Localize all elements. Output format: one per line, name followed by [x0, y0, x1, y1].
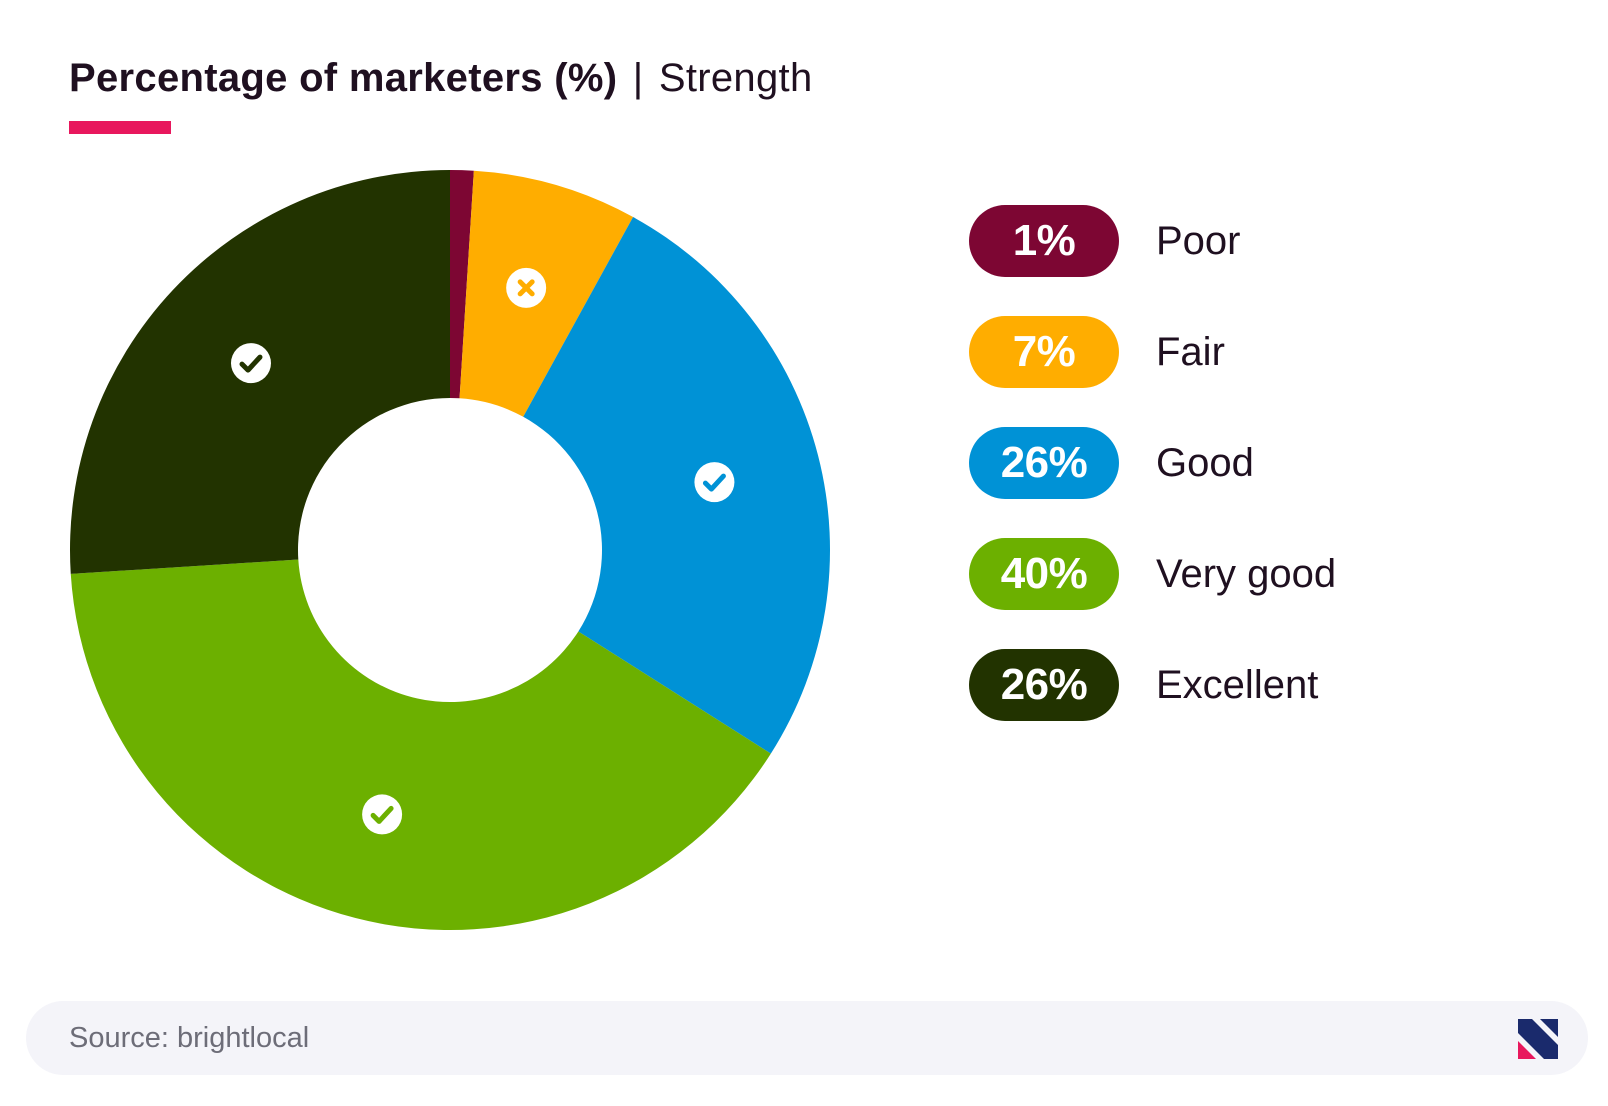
cross-icon — [506, 267, 547, 308]
legend-value-pill: 26% — [969, 427, 1119, 499]
chart-title-main: Percentage of marketers (%) — [69, 56, 618, 100]
donut-chart — [70, 170, 830, 931]
source-footer: Source: brightlocal — [26, 1001, 1588, 1075]
legend-value-pill: 40% — [969, 538, 1119, 610]
legend-label: Poor — [1156, 218, 1241, 263]
legend-item: 1% Poor — [969, 205, 1489, 277]
legend-label: Excellent — [1156, 662, 1319, 707]
chart-title-subtitle: Strength — [658, 56, 813, 100]
legend-item: 7% Fair — [969, 316, 1489, 388]
legend-item: 26% Excellent — [969, 649, 1489, 721]
donut-slice-poor — [450, 170, 474, 399]
legend-item: 26% Good — [969, 427, 1489, 499]
source-text: Source: brightlocal — [69, 1021, 310, 1054]
chart-title-separator: | — [632, 56, 644, 100]
check-icon — [230, 343, 271, 384]
legend-value-pill: 26% — [969, 649, 1119, 721]
legend-item: 40% Very good — [969, 538, 1489, 610]
legend-value-pill: 7% — [969, 316, 1119, 388]
title-accent-bar — [69, 121, 171, 134]
chart-legend: 1% Poor 7% Fair 26% Good 40% Very good 26% Excell… — [969, 205, 1489, 760]
donut-slice-fair — [459, 170, 634, 417]
donut-slice-very-good — [70, 559, 771, 931]
check-icon — [362, 794, 403, 835]
donut-slice-good — [523, 217, 830, 754]
chart-title: Percentage of marketers (%) | Strength — [69, 56, 813, 101]
legend-label: Very good — [1156, 551, 1337, 596]
check-icon — [694, 462, 735, 503]
legend-value-pill: 1% — [969, 205, 1119, 277]
legend-label: Fair — [1156, 329, 1225, 374]
legend-label: Good — [1156, 440, 1254, 485]
brightlocal-logo-icon — [1518, 1019, 1558, 1059]
